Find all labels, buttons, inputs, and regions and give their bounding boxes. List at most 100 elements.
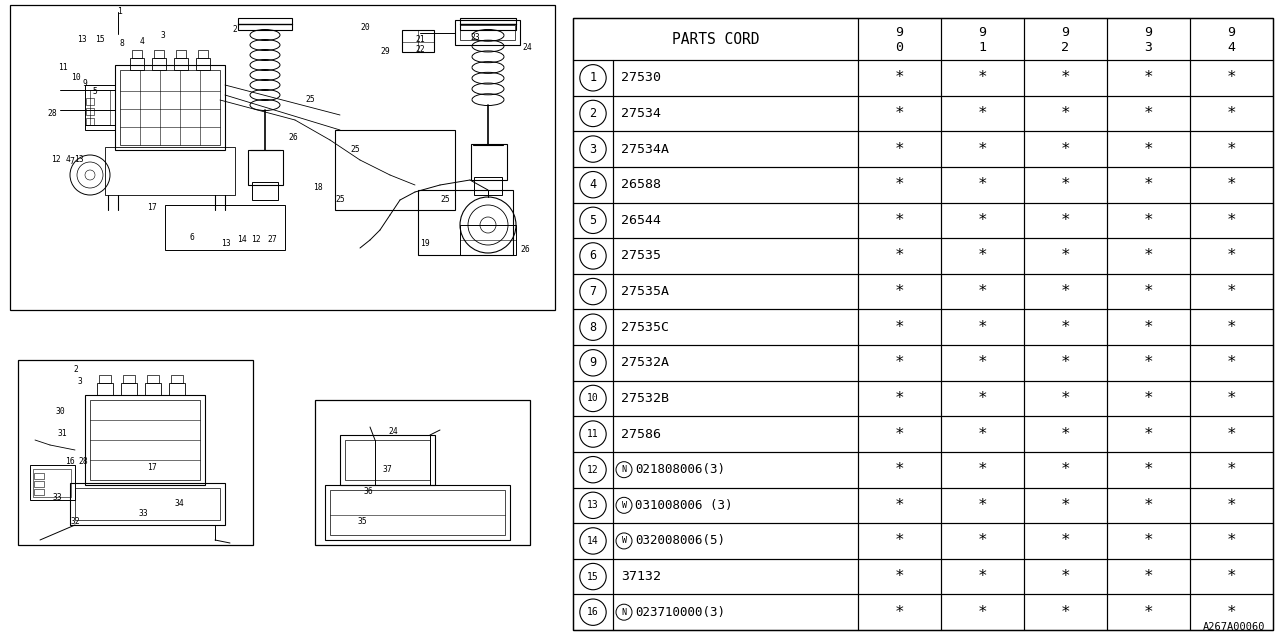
Text: *: *: [1061, 427, 1070, 442]
Text: *: *: [1226, 533, 1236, 548]
Bar: [941, 274, 1024, 309]
Text: *: *: [978, 498, 987, 513]
Text: 10: 10: [72, 72, 81, 81]
Text: *: *: [895, 569, 904, 584]
Bar: [941, 559, 1024, 595]
Bar: [1190, 452, 1274, 488]
Bar: [238, 18, 292, 30]
Text: 37132: 37132: [621, 570, 660, 583]
Bar: [33, 469, 70, 497]
Text: 27535: 27535: [621, 250, 660, 262]
Text: 33: 33: [138, 509, 148, 518]
Text: 6: 6: [189, 232, 195, 241]
Text: *: *: [1061, 355, 1070, 371]
Bar: [573, 381, 613, 416]
Bar: [858, 488, 941, 523]
Text: *: *: [1061, 320, 1070, 335]
Bar: [18, 360, 253, 545]
Bar: [941, 238, 1024, 274]
Bar: [252, 182, 278, 200]
Text: *: *: [1144, 284, 1153, 299]
Bar: [1024, 595, 1107, 630]
Text: *: *: [1226, 569, 1236, 584]
Bar: [35, 489, 44, 495]
Bar: [858, 95, 941, 131]
Text: *: *: [1061, 284, 1070, 299]
Bar: [858, 523, 941, 559]
Bar: [1024, 95, 1107, 131]
Text: *: *: [1226, 605, 1236, 620]
Bar: [858, 595, 941, 630]
Bar: [1024, 559, 1107, 595]
Bar: [613, 167, 858, 202]
Text: *: *: [1061, 498, 1070, 513]
Bar: [941, 309, 1024, 345]
Text: 032008006(5): 032008006(5): [635, 534, 724, 547]
Text: *: *: [1144, 498, 1153, 513]
Bar: [174, 58, 188, 70]
Bar: [152, 58, 166, 70]
Bar: [1190, 488, 1274, 523]
Bar: [941, 95, 1024, 131]
Text: *: *: [978, 533, 987, 548]
Bar: [573, 131, 613, 167]
Bar: [573, 416, 613, 452]
Text: *: *: [1226, 70, 1236, 85]
Bar: [1107, 131, 1190, 167]
Bar: [1107, 559, 1190, 595]
Text: *: *: [895, 284, 904, 299]
Bar: [858, 309, 941, 345]
Bar: [1107, 18, 1190, 60]
Text: *: *: [1061, 462, 1070, 477]
Text: *: *: [1226, 213, 1236, 228]
Bar: [154, 50, 164, 58]
Text: 28: 28: [78, 458, 88, 467]
Text: 8: 8: [119, 40, 124, 49]
Bar: [76, 488, 220, 520]
Text: *: *: [978, 427, 987, 442]
Bar: [858, 131, 941, 167]
Bar: [573, 95, 613, 131]
Text: *: *: [978, 284, 987, 299]
Text: 021808006(3): 021808006(3): [635, 463, 724, 476]
Bar: [1107, 345, 1190, 381]
Text: 031008006 (3): 031008006 (3): [635, 499, 732, 512]
Bar: [573, 18, 1274, 630]
Text: *: *: [1144, 177, 1153, 192]
Text: 17: 17: [147, 463, 157, 472]
Bar: [941, 345, 1024, 381]
Text: *: *: [1226, 106, 1236, 121]
Bar: [120, 70, 220, 145]
Text: 26: 26: [288, 134, 298, 143]
Bar: [1190, 202, 1274, 238]
Bar: [315, 400, 530, 545]
Text: *: *: [895, 391, 904, 406]
Bar: [340, 435, 435, 485]
Text: *: *: [1226, 177, 1236, 192]
Bar: [941, 523, 1024, 559]
Text: 9: 9: [1228, 26, 1235, 39]
Text: *: *: [895, 141, 904, 157]
Text: *: *: [895, 498, 904, 513]
Bar: [131, 58, 143, 70]
Text: 2: 2: [589, 107, 596, 120]
Text: 13: 13: [74, 156, 84, 164]
Text: *: *: [1061, 248, 1070, 264]
Bar: [335, 130, 454, 210]
Bar: [1190, 523, 1274, 559]
Text: N: N: [622, 608, 626, 617]
Bar: [115, 65, 225, 150]
Text: *: *: [1061, 213, 1070, 228]
Text: *: *: [895, 605, 904, 620]
Bar: [858, 381, 941, 416]
Bar: [460, 225, 516, 255]
Bar: [132, 50, 142, 58]
Bar: [613, 559, 858, 595]
Text: *: *: [1226, 248, 1236, 264]
Bar: [1024, 18, 1107, 60]
Text: W: W: [622, 536, 626, 545]
Bar: [325, 485, 509, 540]
Bar: [613, 60, 858, 95]
Bar: [573, 345, 613, 381]
Bar: [1024, 274, 1107, 309]
